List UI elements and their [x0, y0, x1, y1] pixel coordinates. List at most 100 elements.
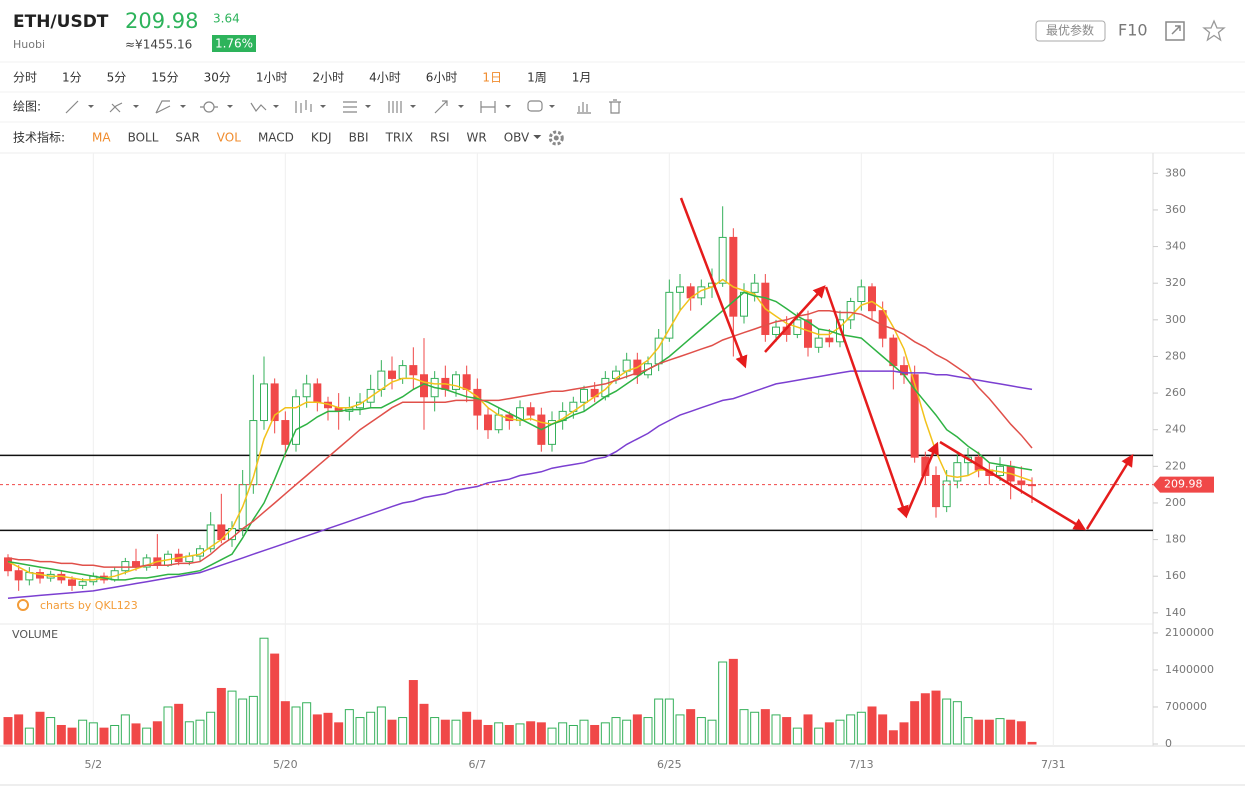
last-price-tag: [1153, 476, 1214, 493]
interval-tab[interactable]: 1分: [62, 71, 82, 85]
candle-body: [889, 337, 898, 367]
cny-price: ≈¥1455.16: [125, 38, 192, 52]
candle-body: [622, 359, 631, 372]
volume-bar: [35, 711, 45, 745]
param-button[interactable]: [1035, 20, 1106, 42]
volume-bar: [408, 680, 418, 745]
interval-tab[interactable]: 2小时: [313, 71, 345, 85]
volume-bar: [750, 711, 760, 745]
volume-bar: [942, 698, 952, 745]
ma-line: [7, 291, 1033, 581]
volume-bar: [686, 709, 696, 745]
candle-body: [313, 383, 322, 403]
volume-bar: [707, 719, 717, 745]
candle-body: [580, 388, 588, 403]
candle-body: [878, 310, 887, 339]
param-button-label[interactable]: 最优参数: [1046, 23, 1094, 38]
indicator-tab[interactable]: MACD: [258, 131, 294, 145]
volume-bar: [216, 687, 226, 745]
volume-bar: [1016, 721, 1026, 745]
interval-tab[interactable]: 1小时: [256, 71, 288, 85]
volume-bar: [248, 695, 258, 745]
interval-tab[interactable]: 5分: [107, 71, 127, 85]
volume-bar: [184, 721, 194, 745]
indicator-tab[interactable]: BOLL: [128, 131, 159, 145]
candle-body: [281, 420, 290, 445]
interval-tab[interactable]: 4小时: [369, 71, 401, 85]
candle-body: [302, 383, 311, 398]
y-tick-label: 180: [1165, 533, 1186, 546]
candle-body: [1017, 480, 1026, 486]
f10-button[interactable]: F10: [1118, 21, 1148, 40]
candle-body: [825, 337, 834, 343]
volume-bar: [270, 653, 280, 745]
interval-tab[interactable]: 6小时: [426, 71, 458, 85]
volume-bar: [483, 724, 493, 745]
interval-tab[interactable]: 1周: [527, 71, 547, 85]
indicator-tab[interactable]: RSI: [430, 131, 450, 145]
volume-tick-label: 2100000: [1165, 626, 1214, 639]
volume-bar: [355, 717, 365, 745]
x-tick-label: 5/20: [273, 758, 298, 771]
interval-tab[interactable]: 30分: [204, 71, 231, 85]
candle-body: [473, 388, 482, 416]
favorite-icon[interactable]: [1202, 19, 1226, 42]
candle-body: [548, 420, 556, 445]
volume-bar: [611, 717, 621, 745]
interval-tab[interactable]: 1日: [482, 71, 502, 85]
indicator-tab[interactable]: WR: [467, 131, 487, 145]
candle-body: [665, 291, 674, 339]
volume-bar: [142, 727, 152, 745]
y-tick-label: 360: [1165, 203, 1186, 216]
volume-bar: [515, 723, 525, 745]
exchange: Huobi: [13, 38, 45, 51]
volume-bar: [462, 711, 472, 745]
fullscreen-icon[interactable]: [1165, 21, 1185, 41]
indicator-tab[interactable]: KDJ: [311, 131, 332, 145]
volume-bar: [1027, 741, 1037, 745]
settings-icon[interactable]: [548, 130, 564, 146]
interval-tab[interactable]: 1月: [572, 71, 592, 85]
volume-bar: [835, 719, 845, 745]
last-price-label: 209.98: [1164, 478, 1203, 491]
indicator-tab[interactable]: OBV: [504, 131, 530, 145]
indicator-tab[interactable]: TRIX: [385, 131, 413, 145]
candle-body: [750, 282, 759, 293]
volume-bar: [387, 719, 397, 745]
indicator-tab[interactable]: BBI: [349, 131, 369, 145]
drawing-tools[interactable]: [65, 99, 621, 114]
volume-bar: [974, 719, 984, 745]
settings-icon[interactable]: [553, 135, 559, 141]
candle-body: [846, 301, 855, 321]
volume-bar: [472, 719, 482, 745]
interval-tab[interactable]: 分时: [13, 71, 37, 85]
y-tick-label: 320: [1165, 276, 1186, 289]
volume-bar: [995, 718, 1005, 745]
indicator-tab[interactable]: SAR: [175, 131, 199, 145]
indicator-tab[interactable]: VOL: [217, 131, 241, 145]
candle-body: [68, 579, 76, 586]
volume-tick-label: 0: [1165, 737, 1172, 750]
volume-bar: [504, 724, 514, 745]
ma-line: [7, 278, 1033, 581]
volume-bar: [206, 711, 216, 745]
volume-bar: [56, 724, 66, 745]
volume-bar: [739, 709, 749, 745]
volume-bar: [910, 701, 920, 745]
candle-body: [4, 557, 12, 572]
candle-body: [260, 383, 268, 422]
x-tick-label: 5/2: [84, 758, 102, 771]
volume-bar: [238, 698, 248, 745]
volume-bar: [78, 719, 88, 745]
indicator-tab[interactable]: MA: [92, 131, 111, 145]
dropdown-icon[interactable]: [533, 135, 542, 139]
drawing-label: 绘图:: [13, 99, 41, 114]
ma-line: [7, 370, 1033, 599]
candle-body: [78, 581, 87, 586]
interval-tab[interactable]: 15分: [151, 71, 178, 85]
volume-bar: [622, 719, 632, 745]
volume-bar: [920, 693, 930, 745]
volume-bar: [888, 730, 898, 745]
volume-bar: [14, 714, 24, 745]
volume-bar: [782, 717, 792, 745]
